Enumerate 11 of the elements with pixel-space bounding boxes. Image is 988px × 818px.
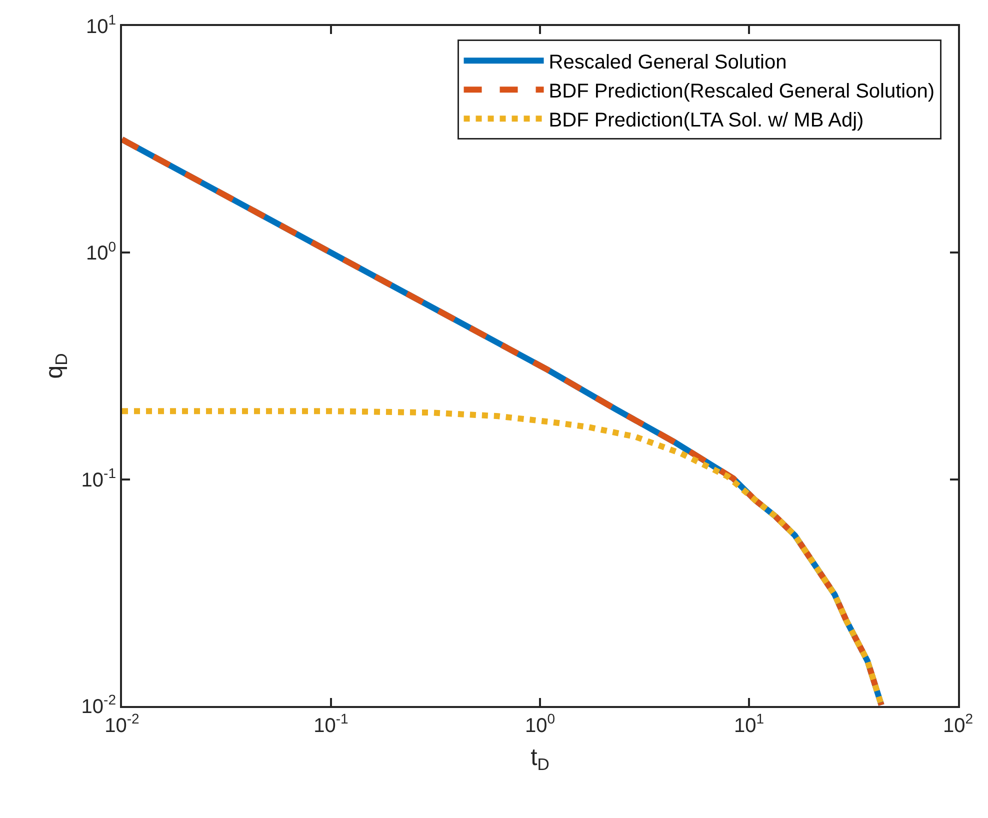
y-tick-label: 10$^{0}$ — [86, 238, 116, 265]
legend-label: BDF Prediction(Rescaled General Solution) — [548, 80, 935, 102]
legend-label: BDF Prediction(LTA Sol. w/ MB Adj) — [548, 109, 864, 132]
x-tick-label: 10$^{0}$ — [524, 710, 556, 737]
y-tick-label: 10$^{-1}$ — [81, 464, 116, 492]
x-tick-label: 10$^{2}$ — [942, 710, 974, 737]
x-axis-title: t$_{D}$ — [530, 744, 550, 774]
x-tick-label: 10$^{1}$ — [734, 710, 764, 737]
x-tick-label: 10$^{-1}$ — [314, 710, 349, 737]
y-tick-label: 10$^{1}$ — [86, 12, 116, 38]
legend-label: Rescaled General Solution — [548, 51, 787, 74]
